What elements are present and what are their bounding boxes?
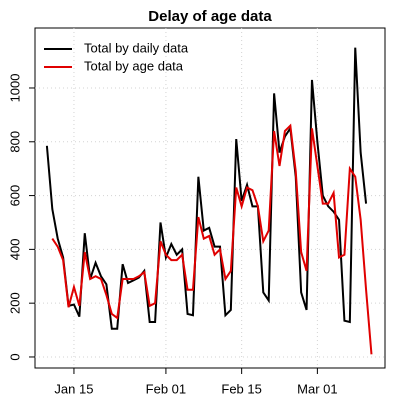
legend-label: Total by daily data — [84, 40, 189, 55]
data-line — [45, 47, 368, 330]
x-tick-label: Feb 15 — [221, 381, 261, 396]
y-tick-label: 200 — [7, 292, 22, 314]
x-tick-label: Jan 15 — [54, 381, 93, 396]
x-tick-label: Feb 01 — [146, 381, 186, 396]
x-tick-label: Mar 01 — [297, 381, 337, 396]
chart-title: Delay of age data — [148, 8, 272, 25]
legend-label: Total by age data — [84, 58, 184, 73]
y-tick-label: 1000 — [7, 74, 22, 103]
y-tick-label: 0 — [7, 353, 22, 360]
data-line — [51, 123, 373, 355]
y-tick-label: 400 — [7, 239, 22, 261]
y-tick-label: 800 — [7, 131, 22, 153]
y-tick-label: 600 — [7, 185, 22, 207]
plot-box — [34, 27, 386, 369]
